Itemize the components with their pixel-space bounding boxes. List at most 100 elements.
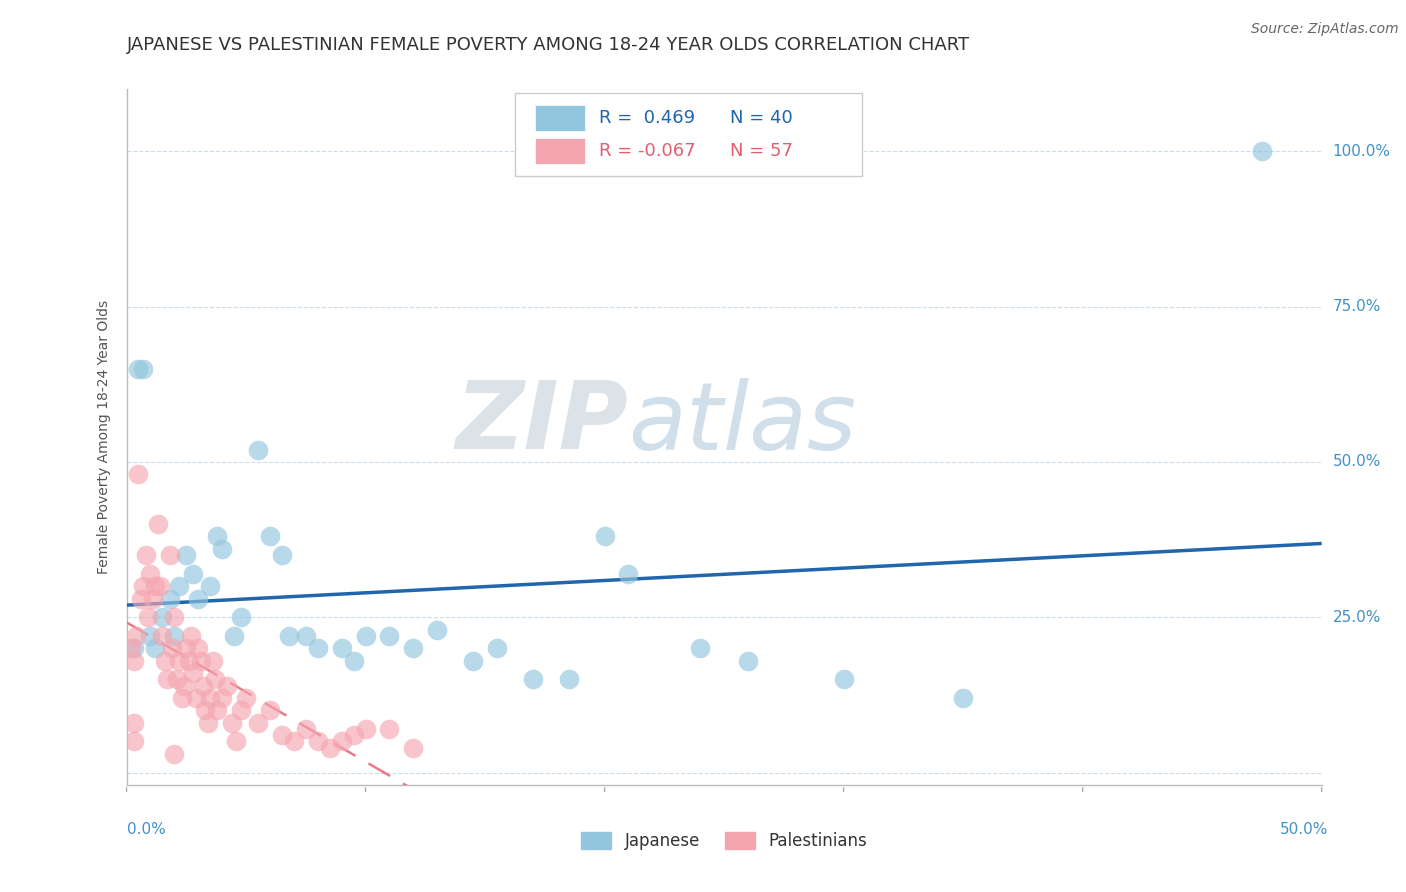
Point bbox=[378, 722, 401, 736]
Point bbox=[211, 690, 233, 705]
Point bbox=[159, 591, 181, 606]
Point bbox=[231, 703, 253, 717]
Point bbox=[207, 529, 229, 543]
Point bbox=[163, 747, 186, 761]
Point bbox=[127, 467, 149, 482]
Point bbox=[146, 516, 169, 531]
Text: JAPANESE VS PALESTINIAN FEMALE POVERTY AMONG 18-24 YEAR OLDS CORRELATION CHART: JAPANESE VS PALESTINIAN FEMALE POVERTY A… bbox=[127, 36, 970, 54]
Point bbox=[122, 734, 145, 748]
Point bbox=[207, 703, 229, 717]
Point bbox=[270, 728, 294, 742]
Point bbox=[163, 629, 186, 643]
Point bbox=[952, 690, 974, 705]
Text: 0.0%: 0.0% bbox=[127, 822, 166, 837]
Point bbox=[259, 529, 281, 543]
Point bbox=[187, 641, 209, 656]
Text: 50.0%: 50.0% bbox=[1281, 822, 1329, 837]
Point bbox=[156, 673, 179, 687]
Point bbox=[127, 361, 149, 376]
Point bbox=[354, 629, 377, 643]
Point bbox=[222, 629, 246, 643]
Point bbox=[402, 740, 425, 755]
Text: 50.0%: 50.0% bbox=[1333, 454, 1381, 469]
Point bbox=[122, 654, 145, 668]
Point bbox=[122, 715, 145, 730]
Point bbox=[307, 734, 329, 748]
Point bbox=[247, 715, 270, 730]
Y-axis label: Female Poverty Among 18-24 Year Olds: Female Poverty Among 18-24 Year Olds bbox=[97, 300, 111, 574]
Point bbox=[167, 654, 190, 668]
Point bbox=[190, 654, 212, 668]
Point bbox=[354, 722, 377, 736]
Point bbox=[225, 734, 247, 748]
Point bbox=[294, 722, 316, 736]
Point bbox=[486, 641, 509, 656]
Point bbox=[177, 654, 200, 668]
Text: 25.0%: 25.0% bbox=[1333, 610, 1381, 624]
Point bbox=[318, 740, 342, 755]
FancyBboxPatch shape bbox=[536, 104, 585, 131]
Text: N = 57: N = 57 bbox=[730, 142, 793, 161]
Point bbox=[259, 703, 281, 717]
Point bbox=[200, 579, 222, 593]
Point bbox=[617, 566, 640, 581]
Point bbox=[197, 715, 219, 730]
Text: 75.0%: 75.0% bbox=[1333, 299, 1381, 314]
Point bbox=[461, 654, 484, 668]
Point bbox=[174, 548, 197, 562]
Point bbox=[132, 361, 155, 376]
Point bbox=[557, 673, 581, 687]
Point bbox=[142, 591, 165, 606]
Point bbox=[153, 654, 176, 668]
Point bbox=[343, 728, 366, 742]
Point bbox=[149, 579, 172, 593]
Point bbox=[330, 641, 353, 656]
Point bbox=[166, 673, 188, 687]
Point bbox=[135, 548, 157, 562]
Point bbox=[215, 679, 238, 693]
Point bbox=[235, 690, 257, 705]
Point bbox=[180, 629, 202, 643]
Point bbox=[150, 629, 174, 643]
Text: N = 40: N = 40 bbox=[730, 109, 793, 127]
Point bbox=[173, 679, 195, 693]
Point bbox=[522, 673, 544, 687]
Point bbox=[143, 641, 166, 656]
Point bbox=[593, 529, 616, 543]
Point bbox=[402, 641, 425, 656]
Point bbox=[122, 641, 145, 656]
Point bbox=[143, 579, 166, 593]
Point bbox=[139, 629, 162, 643]
Point bbox=[201, 654, 224, 668]
Point bbox=[170, 690, 193, 705]
Point bbox=[187, 591, 209, 606]
Point bbox=[159, 548, 181, 562]
Point bbox=[184, 690, 207, 705]
Point bbox=[307, 641, 329, 656]
Point bbox=[278, 629, 301, 643]
Point bbox=[270, 548, 294, 562]
Point bbox=[136, 610, 159, 624]
Point bbox=[139, 566, 162, 581]
Point bbox=[294, 629, 316, 643]
Point bbox=[231, 610, 253, 624]
Point bbox=[689, 641, 711, 656]
Point bbox=[167, 579, 190, 593]
Point bbox=[120, 641, 142, 656]
Point bbox=[160, 641, 183, 656]
Point bbox=[183, 566, 205, 581]
Point bbox=[200, 690, 222, 705]
Point bbox=[211, 541, 233, 556]
Legend: Japanese, Palestinians: Japanese, Palestinians bbox=[575, 825, 873, 856]
Point bbox=[343, 654, 366, 668]
Point bbox=[426, 623, 449, 637]
Point bbox=[191, 679, 214, 693]
Point bbox=[150, 610, 174, 624]
Point bbox=[129, 591, 152, 606]
Point bbox=[163, 610, 186, 624]
Point bbox=[247, 442, 270, 457]
Point bbox=[1250, 145, 1272, 159]
Point bbox=[221, 715, 243, 730]
Point bbox=[832, 673, 855, 687]
Point bbox=[737, 654, 759, 668]
